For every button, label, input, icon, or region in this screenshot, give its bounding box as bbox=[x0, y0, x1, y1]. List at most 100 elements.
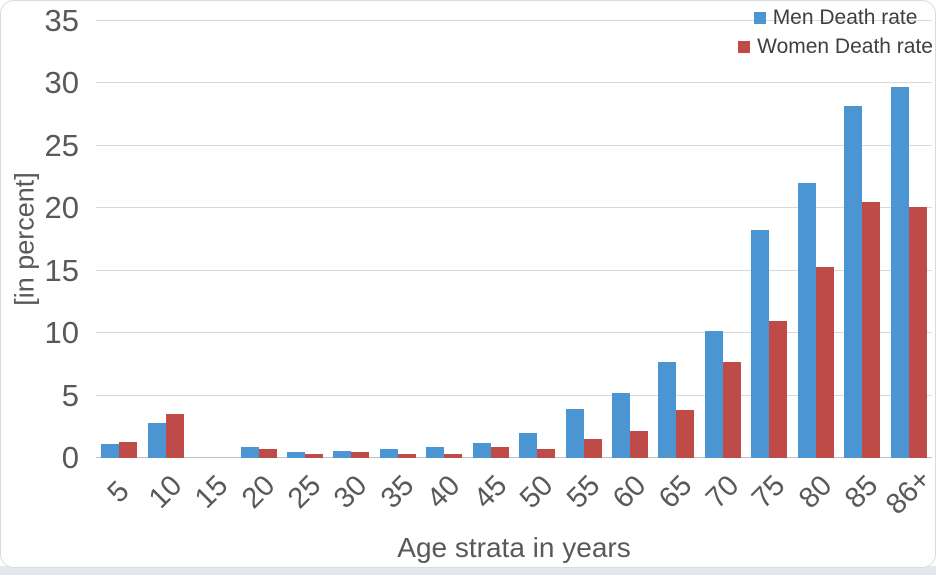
bar-women-40 bbox=[444, 453, 463, 458]
bar-men-20 bbox=[240, 446, 259, 458]
bar-groups bbox=[96, 21, 932, 458]
x-axis-title: Age strata in years bbox=[397, 532, 631, 563]
bar-men-40 bbox=[426, 447, 445, 458]
bar-women-50 bbox=[537, 449, 556, 458]
x-tick-75: 75 bbox=[746, 458, 792, 522]
bar-men-55 bbox=[565, 409, 584, 458]
x-tick-label: 50 bbox=[514, 469, 560, 515]
x-axis-tick-labels: 5 10 15 20 25 30 35 40 45 50 55 60 65 70 75 80 85 86+ bbox=[96, 458, 936, 522]
x-tick-70: 70 bbox=[700, 458, 746, 522]
gridline-25 bbox=[96, 144, 932, 146]
women-series-swatch bbox=[738, 41, 751, 53]
legend-item-men: Men Death rate bbox=[753, 6, 918, 30]
x-tick-label: 30 bbox=[328, 469, 374, 515]
bar-women-75 bbox=[769, 320, 788, 458]
y-tick-10: 10 bbox=[44, 315, 79, 351]
y-tick-30: 30 bbox=[44, 65, 79, 101]
y-tick-15: 15 bbox=[44, 252, 79, 288]
bar-men-75 bbox=[751, 229, 770, 458]
page-bottom-strip bbox=[0, 566, 936, 575]
bar-women-10 bbox=[165, 414, 184, 458]
x-tick-85: 85 bbox=[839, 458, 885, 522]
x-tick-label: 55 bbox=[560, 469, 606, 515]
bar-group-20 bbox=[235, 21, 281, 458]
x-tick-label: 10 bbox=[142, 469, 189, 515]
bar-women-65 bbox=[676, 409, 695, 458]
x-tick-50: 50 bbox=[514, 458, 560, 522]
x-tick-label: 80 bbox=[792, 469, 839, 515]
bar-women-30 bbox=[351, 452, 370, 458]
bar-men-35 bbox=[379, 448, 398, 458]
bar-men-65 bbox=[658, 361, 677, 458]
bar-men-80 bbox=[797, 183, 816, 458]
gridline-5 bbox=[96, 394, 932, 396]
gridline-30 bbox=[96, 82, 932, 84]
x-tick-55: 55 bbox=[560, 458, 606, 522]
x-tick-30: 30 bbox=[328, 458, 374, 522]
bar-women-55 bbox=[583, 439, 602, 458]
bar-group-35 bbox=[375, 21, 421, 458]
bar-men-85 bbox=[844, 105, 863, 458]
bar-men-60 bbox=[612, 393, 631, 458]
y-tick-20: 20 bbox=[44, 190, 79, 226]
y-axis-tick-labels: 0 5 10 15 20 25 30 35 bbox=[1, 3, 79, 475]
x-tick-35: 35 bbox=[375, 458, 421, 522]
x-tick-80: 80 bbox=[793, 458, 839, 522]
plot-area bbox=[96, 20, 932, 458]
bar-group-5 bbox=[96, 21, 142, 458]
legend: Men Death rate Women Death rate bbox=[738, 6, 933, 59]
gridline-20 bbox=[96, 207, 932, 209]
x-tick-label: 45 bbox=[467, 469, 514, 515]
y-tick-35: 35 bbox=[44, 3, 79, 38]
bar-women-80 bbox=[815, 266, 834, 458]
bar-group-55 bbox=[560, 21, 606, 458]
x-tick-label: 86+ bbox=[879, 463, 936, 521]
bar-women-86+ bbox=[908, 207, 927, 458]
x-tick-label: 75 bbox=[746, 469, 792, 515]
x-tick-45: 45 bbox=[468, 458, 514, 522]
x-tick-5: 5 bbox=[96, 458, 142, 522]
gridline-10 bbox=[96, 332, 932, 334]
bar-men-50 bbox=[519, 433, 538, 458]
men-series-label: Men Death rate bbox=[772, 6, 918, 29]
bar-men-30 bbox=[333, 450, 352, 458]
x-tick-label: 15 bbox=[189, 469, 235, 515]
men-series-swatch bbox=[753, 12, 766, 24]
x-tick-label: 35 bbox=[374, 469, 421, 515]
bar-group-25 bbox=[282, 21, 328, 458]
x-axis-line bbox=[96, 457, 932, 458]
x-tick-label: 5 bbox=[101, 475, 136, 510]
x-tick-40: 40 bbox=[421, 458, 467, 522]
bar-group-40 bbox=[421, 21, 467, 458]
bar-group-10 bbox=[142, 21, 188, 458]
bar-group-65 bbox=[653, 21, 699, 458]
x-tick-label: 20 bbox=[235, 469, 281, 515]
women-series-label: Women Death rate bbox=[757, 35, 933, 58]
bar-men-5 bbox=[101, 444, 120, 458]
x-tick-20: 20 bbox=[235, 458, 281, 522]
bar-women-70 bbox=[722, 361, 741, 458]
bar-group-15 bbox=[189, 21, 235, 458]
x-tick-label: 85 bbox=[839, 469, 885, 515]
bar-group-45 bbox=[468, 21, 514, 458]
x-tick-65: 65 bbox=[653, 458, 699, 522]
bar-women-5 bbox=[119, 441, 138, 458]
bar-men-70 bbox=[704, 330, 723, 458]
x-tick-60: 60 bbox=[607, 458, 653, 522]
y-tick-0: 0 bbox=[61, 440, 79, 475]
bar-men-10 bbox=[147, 423, 166, 458]
bar-women-35 bbox=[397, 454, 416, 458]
bar-men-86+ bbox=[890, 87, 909, 458]
x-tick-25: 25 bbox=[282, 458, 328, 522]
bar-women-20 bbox=[258, 449, 277, 458]
bar-group-85 bbox=[839, 21, 885, 458]
y-tick-25: 25 bbox=[44, 127, 79, 163]
bar-group-80 bbox=[793, 21, 839, 458]
x-tick-label: 40 bbox=[421, 469, 467, 515]
bar-group-60 bbox=[607, 21, 653, 458]
bar-women-85 bbox=[862, 202, 881, 458]
x-tick-label: 60 bbox=[606, 469, 653, 515]
bar-men-45 bbox=[472, 443, 491, 458]
